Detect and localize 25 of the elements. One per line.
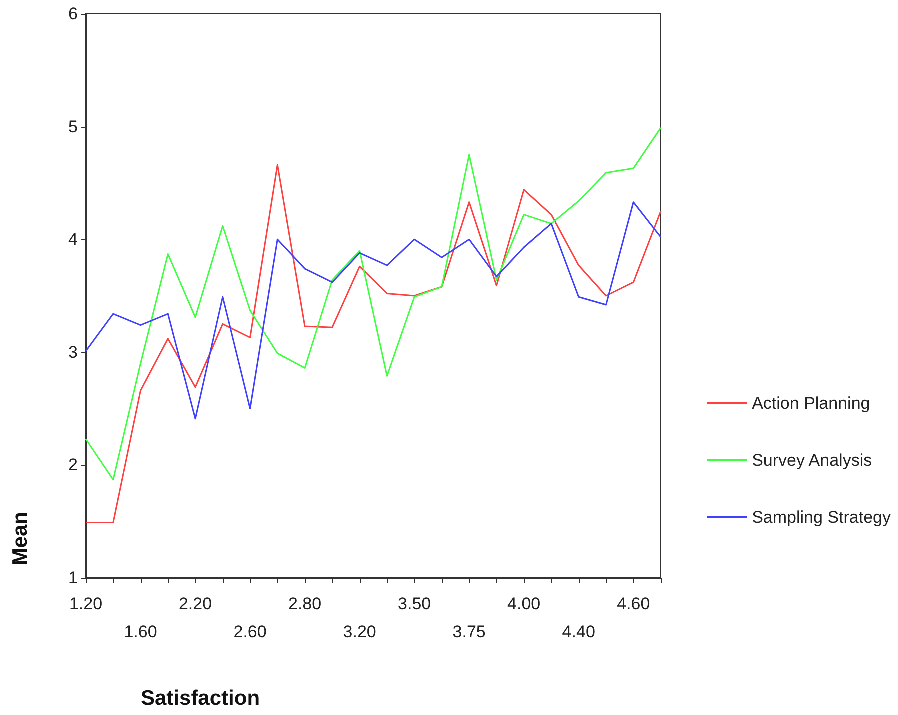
x-tick-label: 1.60 bbox=[124, 622, 158, 642]
y-tick-label: 2 bbox=[68, 456, 78, 475]
x-tick-label: 3.75 bbox=[452, 622, 486, 642]
x-tick-label: 2.20 bbox=[178, 594, 212, 614]
y-tick-label: 5 bbox=[68, 117, 78, 136]
x-tick-label: 2.60 bbox=[234, 622, 267, 642]
legend-label: Survey Analysis bbox=[752, 451, 872, 470]
y-axis-title: Mean bbox=[9, 512, 32, 566]
x-axis-title: Satisfaction bbox=[141, 687, 260, 710]
y-tick-label: 6 bbox=[68, 4, 78, 24]
x-tick-label: 4.40 bbox=[562, 622, 596, 642]
line-series bbox=[85, 202, 662, 420]
x-tick-label: 1.20 bbox=[69, 594, 103, 614]
y-tick-label: 4 bbox=[68, 230, 78, 250]
y-tick-label: 1 bbox=[68, 568, 78, 588]
x-tick-label: 2.80 bbox=[288, 594, 322, 614]
x-tick-label: 3.20 bbox=[343, 622, 376, 642]
legend-label: Sampling Strategy bbox=[752, 508, 892, 527]
line-series bbox=[85, 127, 662, 481]
x-tick-label: 4.00 bbox=[508, 594, 541, 614]
line-series bbox=[85, 164, 662, 524]
x-tick-label: 3.50 bbox=[398, 594, 432, 614]
x-tick-label: 4.60 bbox=[617, 594, 650, 614]
y-tick-label: 3 bbox=[68, 342, 78, 362]
legend-label: Action Planning bbox=[752, 394, 870, 413]
